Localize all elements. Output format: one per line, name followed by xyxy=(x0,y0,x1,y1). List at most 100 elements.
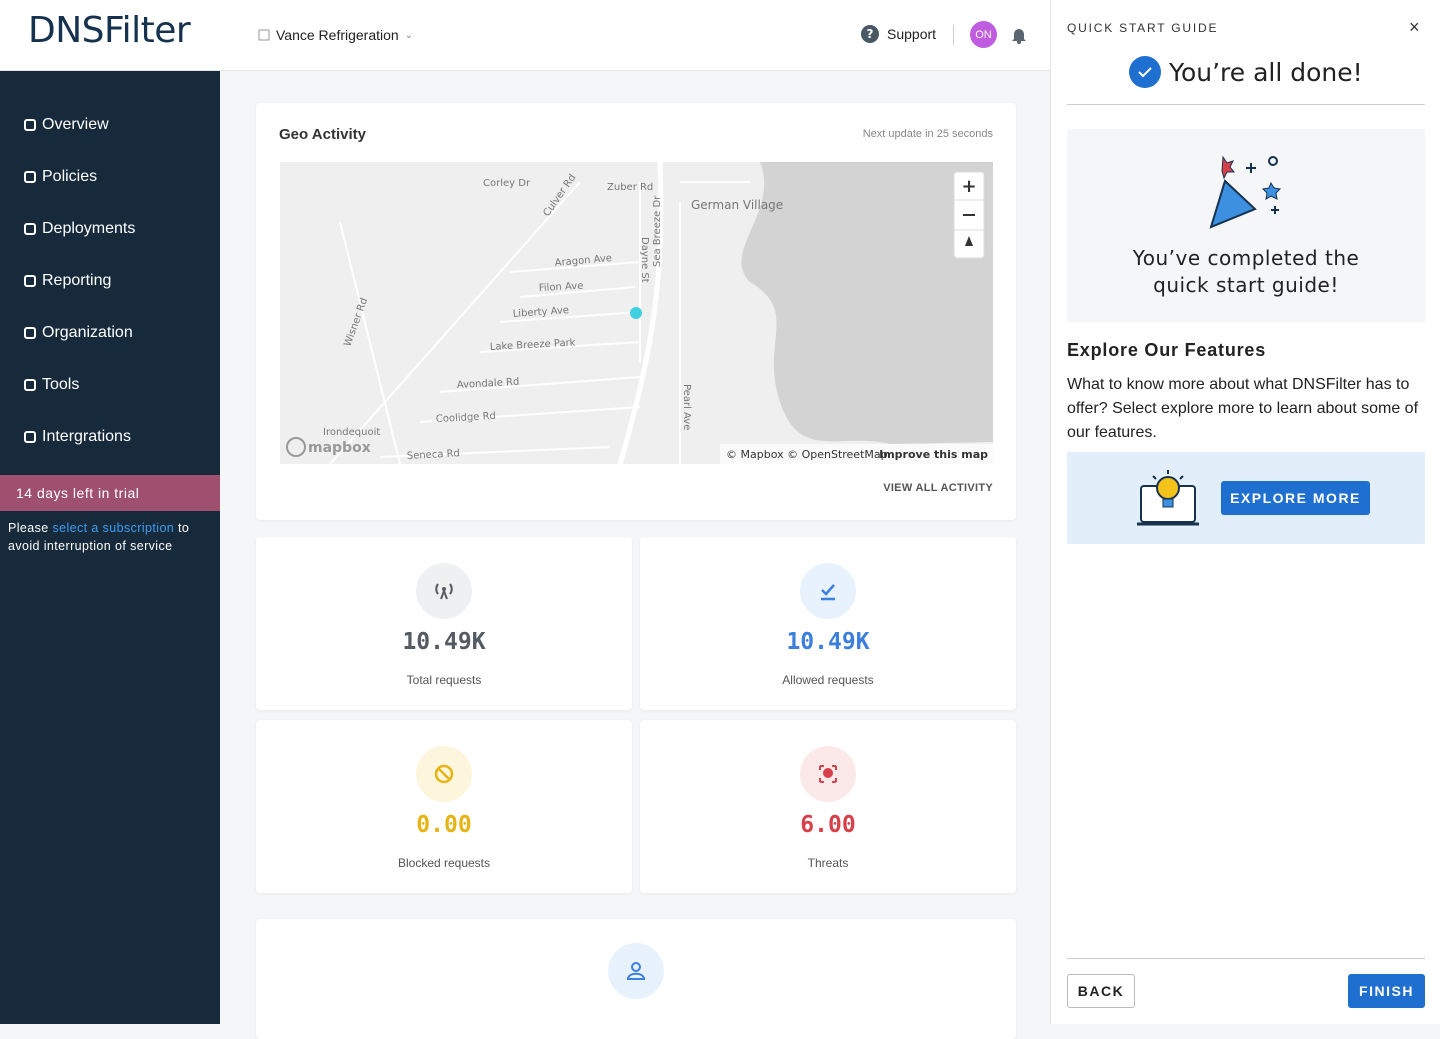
stat-label: Blocked requests xyxy=(397,856,491,870)
attribution-bg xyxy=(720,444,993,464)
street-label: Avondale Rd xyxy=(457,377,520,391)
geo-card: Geo Activity Next update in 25 seconds C… xyxy=(256,103,1016,520)
nav-label: Intergrations xyxy=(42,428,131,445)
street-label: Liberty Ave xyxy=(512,305,569,320)
support-text: Support xyxy=(887,26,937,42)
completed-line: You’ve completed the xyxy=(1132,246,1360,270)
support-link[interactable]: ? Support xyxy=(861,25,936,43)
stat-value: 0.00 xyxy=(416,812,472,838)
zoom-controls[interactable]: + xyxy=(953,171,985,259)
street-label: Lake Breeze Park xyxy=(490,338,576,353)
map-water xyxy=(741,162,993,444)
nav-label: Overview xyxy=(42,116,109,133)
view-all-link[interactable]: VIEW ALL ACTIVITY xyxy=(883,482,993,494)
notice-text: to avoid interruption of service xyxy=(8,521,190,553)
completed-text: You’ve completed the quick start guide! xyxy=(1067,245,1425,299)
update-note: Next update in 25 seconds xyxy=(862,128,993,140)
stat-value: 10.49K xyxy=(786,629,870,655)
avatar[interactable]: ON xyxy=(970,21,997,48)
nav-item[interactable]: Intergrations xyxy=(24,428,131,446)
svg-text:+: + xyxy=(961,176,976,197)
nav-item[interactable]: Deployments xyxy=(24,220,135,238)
close-button[interactable]: × xyxy=(1409,17,1420,37)
nav-icon xyxy=(24,223,36,235)
street-label: German Village xyxy=(691,198,783,212)
divider xyxy=(1067,104,1425,105)
stat-card: 10.49K Allowed requests xyxy=(640,537,1016,710)
divider xyxy=(1067,958,1425,959)
notice-text: Please xyxy=(8,521,49,535)
back-button[interactable]: BACK xyxy=(1067,974,1135,1008)
nav-item[interactable]: Reporting xyxy=(24,272,111,290)
nav-icon xyxy=(24,327,36,339)
map-roads xyxy=(329,162,750,464)
stat-label: Total requests xyxy=(406,673,482,687)
panel-heading: QUICK START GUIDE xyxy=(1067,21,1219,35)
help-icon: ? xyxy=(861,25,879,43)
finish-button[interactable]: FINISH xyxy=(1348,974,1425,1008)
org-name: Vance Refrigeration xyxy=(276,27,399,43)
trial-notice: Please select a subscription to avoid in… xyxy=(8,519,218,555)
activity-point[interactable] xyxy=(630,307,642,319)
stat-card: 10.49K Total requests xyxy=(256,537,632,710)
stat-value: 10.49K xyxy=(402,629,486,655)
sidebar: Overview Policies Deployments Reporting Orga… xyxy=(0,71,220,1024)
stat-label: Allowed requests xyxy=(782,673,874,687)
idea-icon xyxy=(1137,470,1199,526)
stat-icon xyxy=(800,563,856,619)
nav-icon xyxy=(24,119,36,131)
divider xyxy=(953,25,954,45)
stat-icon xyxy=(416,746,472,802)
street-label: Pearl Ave xyxy=(681,384,692,430)
user-icon xyxy=(608,943,664,999)
nav-label: Deployments xyxy=(42,220,136,237)
stat-label: Threats xyxy=(807,856,849,870)
mapbox-logo xyxy=(286,437,306,457)
improve-map[interactable]: Improve this map xyxy=(879,448,988,461)
street-label: Dayne St xyxy=(639,237,650,283)
brand-logo[interactable]: DNSFilter xyxy=(28,10,191,51)
chevron: ⌄ xyxy=(404,29,414,41)
street-label: Seneca Rd xyxy=(407,448,461,462)
geo-title: Geo Activity xyxy=(279,126,366,143)
done-title: You’re all done! xyxy=(1169,58,1363,87)
check-icon xyxy=(1129,56,1161,88)
nav-icon xyxy=(24,171,36,183)
stat-icon xyxy=(800,746,856,802)
stat-card: 0.00 Blocked requests xyxy=(256,720,632,893)
nav-label: Tools xyxy=(42,376,80,393)
subscription-link[interactable]: select a subscription xyxy=(52,521,175,535)
nav-icon xyxy=(24,379,36,391)
nav-item[interactable]: Policies xyxy=(24,168,97,186)
nav-label: Policies xyxy=(42,168,98,185)
nav-label: Reporting xyxy=(42,272,112,289)
completed-box: You’ve completed the quick start guide! xyxy=(1067,129,1425,322)
street-label: Corley Dr xyxy=(483,178,531,189)
street-label: Aragon Ave xyxy=(554,253,612,269)
street-label: Irondequoit xyxy=(323,427,380,438)
svg-text:?: ? xyxy=(867,27,874,41)
bell-icon[interactable] xyxy=(1011,26,1027,44)
nav-item[interactable]: Tools xyxy=(24,376,79,394)
users-card xyxy=(256,919,1016,1039)
party-icon xyxy=(1209,155,1282,229)
completed-line: quick start guide! xyxy=(1153,273,1339,297)
header: DNSFilter Vance Refrigeration ⌄ ? Suppor… xyxy=(0,0,1050,71)
explore-box: EXPLORE MORE xyxy=(1067,452,1425,544)
trial-banner: 14 days left in trial xyxy=(0,475,220,511)
explore-text: What to know more about what DNSFilter h… xyxy=(1067,376,1419,441)
org-selector[interactable]: Vance Refrigeration ⌄ xyxy=(258,27,413,43)
attribution: © Mapbox © OpenStreetMap xyxy=(726,448,888,461)
mapbox-wordmark: mapbox xyxy=(308,440,371,456)
nav-item[interactable]: Overview xyxy=(24,116,109,134)
street-label: Sea Breeze Dr xyxy=(652,195,663,267)
nav-item[interactable]: Organization xyxy=(24,324,133,342)
stat-icon xyxy=(416,563,472,619)
nav-label: Organization xyxy=(42,324,133,341)
stat-card: 6.00 Threats xyxy=(640,720,1016,893)
stat-value: 6.00 xyxy=(800,812,856,838)
street-label: Filon Ave xyxy=(539,281,584,294)
explore-button[interactable]: EXPLORE MORE xyxy=(1221,481,1370,515)
